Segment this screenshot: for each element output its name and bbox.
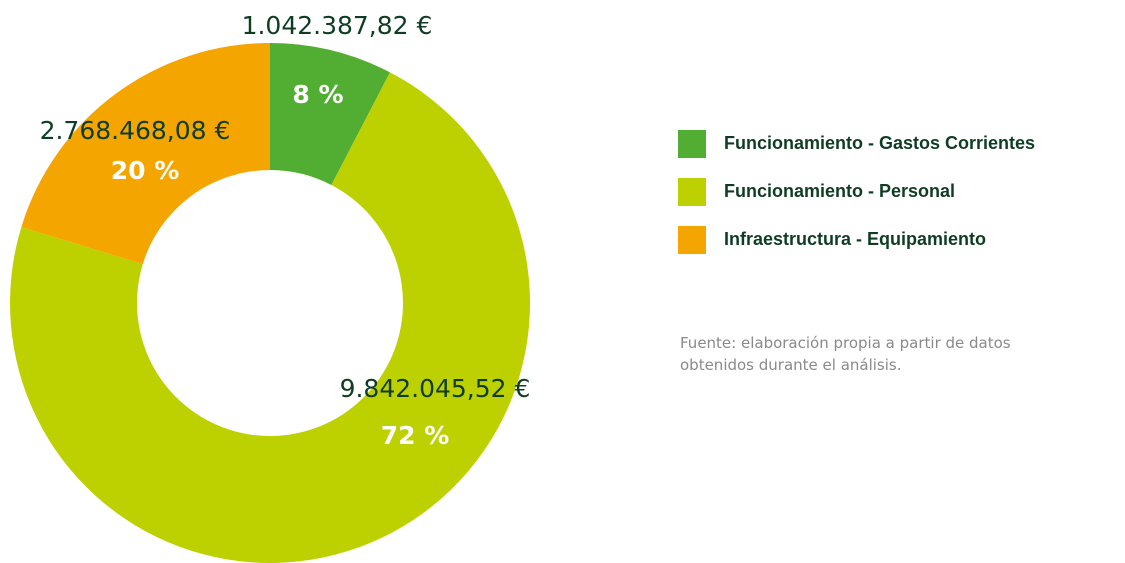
donut-slice bbox=[21, 43, 270, 265]
source-note: Fuente: elaboración propia a partir de d… bbox=[680, 334, 1011, 374]
share-label: 8 % bbox=[292, 80, 343, 109]
value-label: 9.842.045,52 € bbox=[340, 374, 531, 403]
share-label: 72 % bbox=[381, 421, 450, 450]
legend-label: Funcionamiento - Gastos Corrientes bbox=[724, 133, 1035, 153]
legend-label: Funcionamiento - Personal bbox=[724, 181, 955, 201]
value-label: 2.768.468,08 € bbox=[40, 116, 231, 145]
legend-swatch bbox=[678, 226, 706, 254]
share-label: 20 % bbox=[111, 156, 180, 185]
legend-label: Infraestructura - Equipamiento bbox=[724, 229, 986, 249]
donut-slice bbox=[270, 43, 390, 186]
donut-slice bbox=[10, 72, 530, 563]
legend-swatch bbox=[678, 178, 706, 206]
legend-swatch bbox=[678, 130, 706, 158]
value-label: 1.042.387,82 € bbox=[242, 11, 433, 40]
